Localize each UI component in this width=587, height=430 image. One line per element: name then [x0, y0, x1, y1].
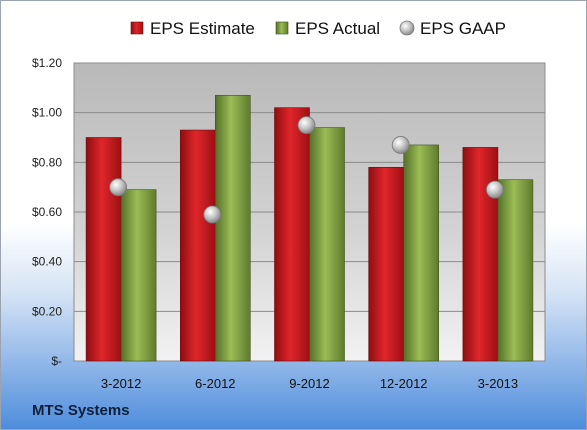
y-axis: $- $0.20 $0.40 $0.60 $0.80 $1.00 $1.20 [32, 56, 62, 368]
gaap-marker-9-2012 [297, 116, 316, 134]
legend-swatch-estimate [130, 21, 144, 35]
actual-bar-6-2012 [215, 94, 251, 362]
x-tick-label: 9-2012 [289, 376, 329, 391]
legend-swatch-actual [275, 21, 289, 35]
x-tick-label: 6-2012 [195, 376, 235, 391]
y-tick-label: $0.80 [32, 155, 62, 169]
gaap-marker-6-2012 [203, 205, 222, 224]
estimate-bar-9-2012 [274, 107, 310, 362]
x-axis: 3-2012 6-2012 9-2012 12-2012 3-2013 [101, 376, 518, 391]
legend-label: EPS Estimate [150, 19, 255, 38]
estimate-bar-6-2012 [180, 129, 216, 362]
legend-label: EPS GAAP [420, 19, 506, 38]
legend-label: EPS Actual [295, 19, 380, 38]
y-tick-label: $0.20 [32, 304, 62, 318]
y-tick-label: $0.60 [32, 205, 62, 219]
bars [85, 94, 534, 362]
actual-bar-3-2012 [120, 189, 157, 362]
estimate-bar-12-2012 [368, 167, 405, 362]
actual-bar-12-2012 [403, 144, 440, 362]
gaap-marker-3-2012 [109, 178, 127, 197]
x-tick-label: 3-2013 [478, 376, 518, 391]
x-tick-label: 3-2012 [101, 376, 141, 391]
y-tick-label: $1.00 [32, 106, 62, 120]
y-tick-label: $0.40 [32, 255, 62, 269]
y-tick-label: $- [51, 354, 62, 368]
company-name: MTS Systems [32, 402, 130, 419]
legend: EPS Estimate EPS Actual EPS GAAP [130, 19, 506, 38]
gaap-marker-3-2013 [485, 180, 504, 199]
actual-bar-3-2013 [497, 179, 534, 362]
y-tick-label: $1.20 [32, 56, 62, 70]
x-tick-label: 12-2012 [380, 376, 428, 391]
estimate-bar-3-2013 [462, 147, 499, 362]
actual-bar-9-2012 [309, 127, 345, 362]
estimate-bar-3-2012 [85, 137, 122, 362]
gaap-markers [109, 116, 504, 224]
legend-swatch-gaap [399, 20, 415, 36]
gaap-marker-12-2012 [391, 136, 410, 154]
